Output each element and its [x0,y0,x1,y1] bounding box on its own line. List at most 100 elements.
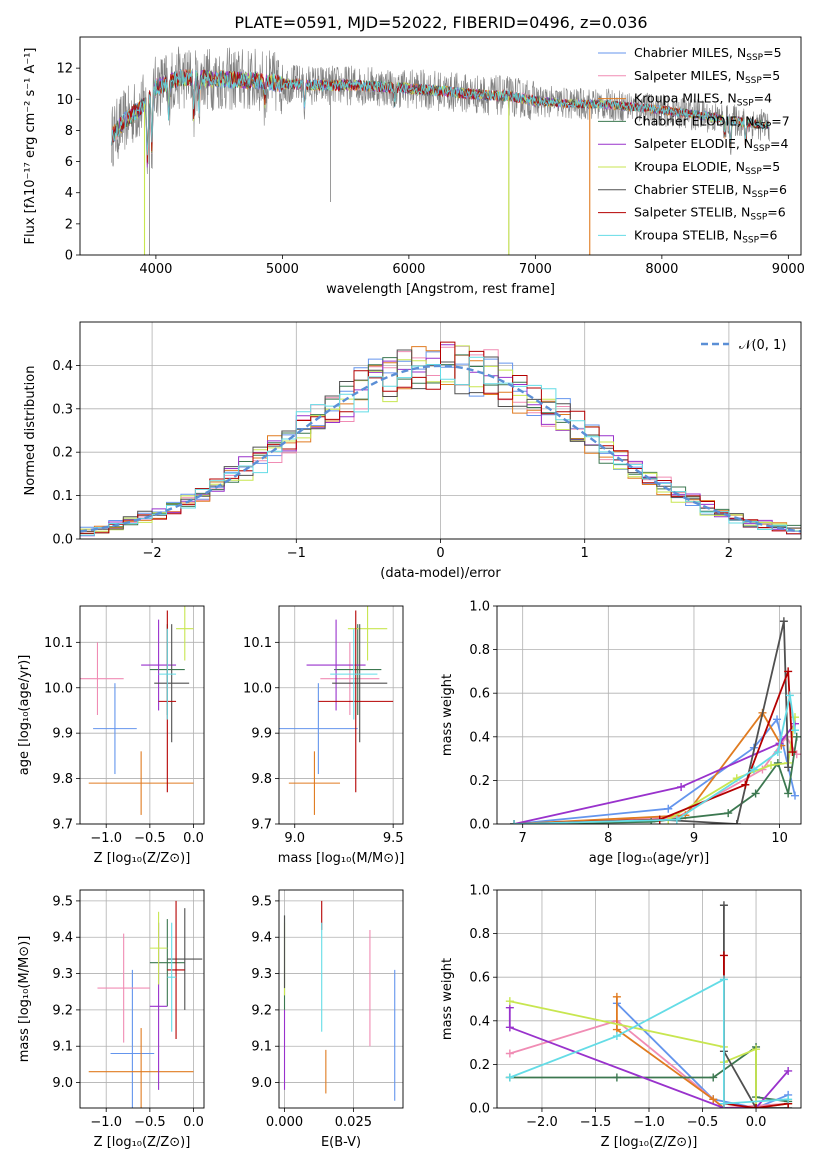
y-tick-label: 9.7 [251,818,272,833]
x-tick-label: 9000 [772,262,805,277]
legend-label: Kroupa STELIB, NSSP=6 [634,227,778,245]
y-tick-label: 10.0 [243,681,272,696]
plus-marker [719,951,728,960]
y-tick-label: 9.1 [251,1040,272,1055]
y-tick-label: 0.0 [52,533,73,548]
error-bar-point [318,610,394,793]
axes-frame [496,889,802,1109]
error-bar-point [88,1028,194,1108]
y-tick-label: 0.8 [469,643,490,658]
plot-area [111,46,770,255]
error-bar-point [332,624,388,743]
plus-marker [752,1045,761,1054]
legend-label: 𝒩(0, 1) [739,338,786,353]
error-bar-point [306,619,366,711]
x-axis-label: mass [log₁₀(M/M⊙)] [278,851,405,866]
x-tick-label: 0.0 [183,1115,204,1130]
legend-label: Kroupa MILES, NSSP=4 [634,91,772,109]
error-bar-point [347,606,388,661]
plus-marker [791,791,800,800]
legend-label: Kroupa ELODIE, NSSP=5 [634,159,780,177]
plus-marker [719,975,728,984]
plot-area [505,901,793,1108]
plus-marker [784,1095,793,1104]
weight-series [510,691,800,824]
plot-area [80,606,194,815]
y-tick-label: 10 [56,93,73,108]
error-bar-point [167,908,203,1010]
x-axis-label: Z [log₁₀(Z/Z⊙)] [601,1135,698,1150]
x-tick-label: 0.0 [746,1115,767,1130]
plot-area [283,900,396,1101]
y-tick-label: 9.3 [251,967,272,982]
plus-marker [751,789,760,798]
x-tick-label: 0.000 [266,1115,303,1130]
y-tick-label: 9.2 [52,1003,73,1018]
y-tick-label: 0.6 [469,971,490,986]
legend-label: Salpeter ELODIE, NSSP=4 [634,136,789,154]
y-tick-label: 1.0 [469,884,490,899]
plus-marker [784,763,793,772]
panel-age-vs-mass: 9.0 9.5 9.7 9.8 9.9 10.0 10.1 mass [log₁₀(M/M⊙)… [243,605,405,866]
error-bar-point [110,969,155,1108]
axes-frame [79,36,802,256]
y-tick-label: 0.4 [52,359,73,374]
axes-frame [79,321,802,540]
plus-marker [719,1099,728,1108]
plus-marker [752,1104,761,1108]
y-tick-label: 10.1 [243,636,272,651]
x-tick-label: 9.5 [383,831,404,846]
x-axis-label: (data-model)/error [380,566,501,581]
x-tick-label: 0.0 [183,831,204,846]
x-axis-label: E(B-V) [321,1135,361,1150]
plus-marker [791,726,800,735]
y-tick-label: 9.7 [52,818,73,833]
plus-marker [672,815,681,824]
y-tick-label: 0.2 [469,774,490,789]
axes-frame [496,605,802,825]
error-bar-point [167,900,185,1039]
y-tick-label: 9.1 [52,1040,73,1055]
plus-marker [773,748,782,757]
weight-series [510,617,793,824]
y-tick-label: 9.4 [52,931,73,946]
normal-curve [80,364,801,533]
plus-marker [612,992,621,1001]
error-bar-point [288,751,341,815]
plot-area [510,617,801,824]
x-axis-label: age [log₁₀(age/yr)] [589,851,710,866]
plus-marker [612,1073,621,1082]
x-tick-label: 4000 [139,262,172,277]
weight-line [508,1007,789,1108]
weight-line [509,1045,789,1103]
axes-frame [278,605,404,825]
charts-layer: 4000 5000 6000 7000 8000 9000024681012wavelen… [17,36,805,1150]
plot-area [279,606,394,815]
plus-marker [505,1049,514,1058]
error-bar-point [154,624,190,743]
y-axis-label: mass weight [440,958,455,1040]
error-bar-point [330,628,378,720]
plus-marker [792,732,801,741]
x-tick-label: −2 [143,546,162,561]
plus-marker [719,901,728,910]
y-tick-label: 0.0 [469,818,490,833]
error-bar-point [176,606,194,661]
error-bar-point [158,628,177,720]
plus-marker [788,748,797,757]
y-tick-label: 9.0 [251,1076,272,1091]
y-tick-label: 9.3 [52,967,73,982]
x-tick-label: 10 [771,831,788,846]
y-tick-label: 0.3 [52,402,73,417]
panel-mass-weight-vs-z: −2.0 −1.5 −1.0 −0.5 0.0 0.0 0.2 0.4 0.6 0.8 1.0 Z [… [440,884,802,1150]
plot-area [80,341,801,537]
x-tick-label: 9 [690,831,698,846]
error-bar-point [97,933,150,1043]
error-bar-point [141,619,177,711]
model-spectrum-line [111,69,770,156]
error-bar-point [320,642,380,715]
x-tick-label: 0 [436,546,444,561]
weight-series [505,975,793,1108]
x-tick-label: −1 [287,546,306,561]
